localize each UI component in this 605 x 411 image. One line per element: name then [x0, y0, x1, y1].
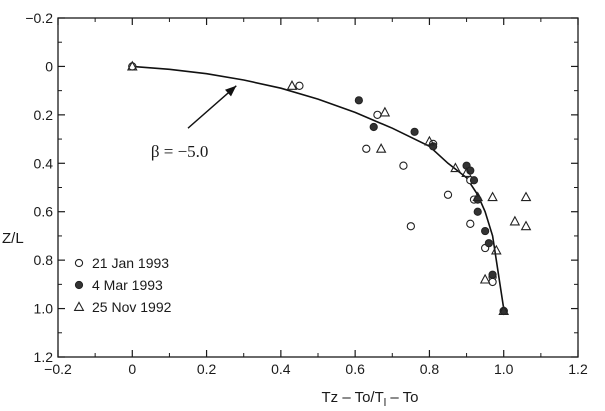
data-point-series-1 [399, 161, 408, 170]
x-tick-label: 0.6 [345, 361, 365, 377]
fit-curve-layer [132, 65, 505, 309]
data-point-series-3 [286, 80, 298, 90]
data-point-series-2 [469, 176, 479, 185]
data-point-series-3 [487, 191, 498, 202]
data-point-series-1 [373, 110, 382, 120]
data-point-series-3 [520, 191, 532, 202]
legend-label-3: 25 Nov 1992 [92, 299, 172, 315]
data-point-series-2 [484, 239, 493, 248]
legend-label-1: 21 Jan 1993 [92, 255, 169, 271]
data-point-series-3 [450, 162, 461, 173]
data-point-series-1 [362, 144, 371, 153]
y-tick-label: 0.8 [34, 252, 54, 268]
x-tick-label: 1.2 [568, 361, 588, 377]
x-tick-label: 0 [128, 361, 136, 377]
legend-marker-1 [74, 258, 84, 268]
y-tick-label: 1.2 [34, 349, 54, 365]
legend-marker-3 [73, 301, 85, 311]
axis-labels: Z/L Tz – To/Tl – To [2, 230, 418, 409]
data-point-series-1 [443, 190, 453, 199]
data-point-series-2 [410, 127, 419, 136]
data-point-series-3 [509, 215, 521, 226]
data-point-series-3 [472, 191, 484, 202]
x-tick-label: 0.8 [420, 361, 440, 377]
x-axis-label-subscript: l [384, 397, 386, 409]
y-tick-label: 0.4 [34, 155, 54, 171]
data-point-series-3 [520, 220, 532, 231]
y-tick-label: 0.2 [34, 107, 54, 123]
data-point-series-1 [406, 222, 416, 231]
legend-label-2: 4 Mar 1993 [92, 277, 163, 293]
legend-marker-2 [74, 280, 84, 290]
data-point-series-2 [473, 207, 482, 216]
data-point-series-3 [375, 143, 387, 153]
y-tick-label: 1.0 [34, 301, 54, 317]
data-point-series-2 [354, 96, 363, 105]
data-point-series-3 [126, 60, 138, 71]
data-point-series-1 [466, 219, 475, 228]
annotation-label: β = −5.0 [151, 142, 209, 161]
data-point-series-3 [424, 135, 435, 146]
data-point-series-3 [479, 273, 491, 284]
data-point-series-1 [295, 81, 304, 90]
fit-curve [132, 65, 505, 309]
data-point-series-2 [481, 226, 490, 236]
annotation-layer: β = −5.0 [151, 85, 237, 161]
x-axis-label-suffix: – To [386, 389, 418, 406]
data-point-series-1 [488, 277, 497, 287]
x-tick-label: 1.0 [494, 361, 514, 377]
x-tick-label: 0.2 [197, 361, 217, 377]
annotation-arrowhead [225, 85, 237, 97]
data-points-layer [126, 60, 532, 316]
y-tick-label: −0.2 [25, 10, 53, 26]
x-tick-label: 0.4 [271, 361, 291, 377]
data-point-series-3 [461, 167, 472, 177]
data-point-series-2 [488, 270, 497, 279]
y-tick-label: 0 [45, 58, 53, 74]
data-point-series-3 [379, 106, 391, 117]
data-point-series-2 [369, 122, 378, 132]
legend: 21 Jan 1993 4 Mar 1993 25 Nov 1992 [73, 255, 172, 315]
x-axis-label: Tz – To/Tl – To [322, 389, 419, 409]
axes: −0.2 0 0.2 0.4 0.6 0.8 1.0 1.2−0.200.20.40.60.8… [25, 10, 588, 377]
data-point-series-3 [490, 244, 502, 255]
y-axis-label: Z/L [2, 230, 24, 247]
x-axis-label-main: Tz – To/T [322, 389, 384, 406]
x-tick-label: −0.2 [44, 361, 72, 377]
data-point-series-3 [498, 305, 510, 315]
y-tick-label: 0.6 [34, 204, 54, 220]
